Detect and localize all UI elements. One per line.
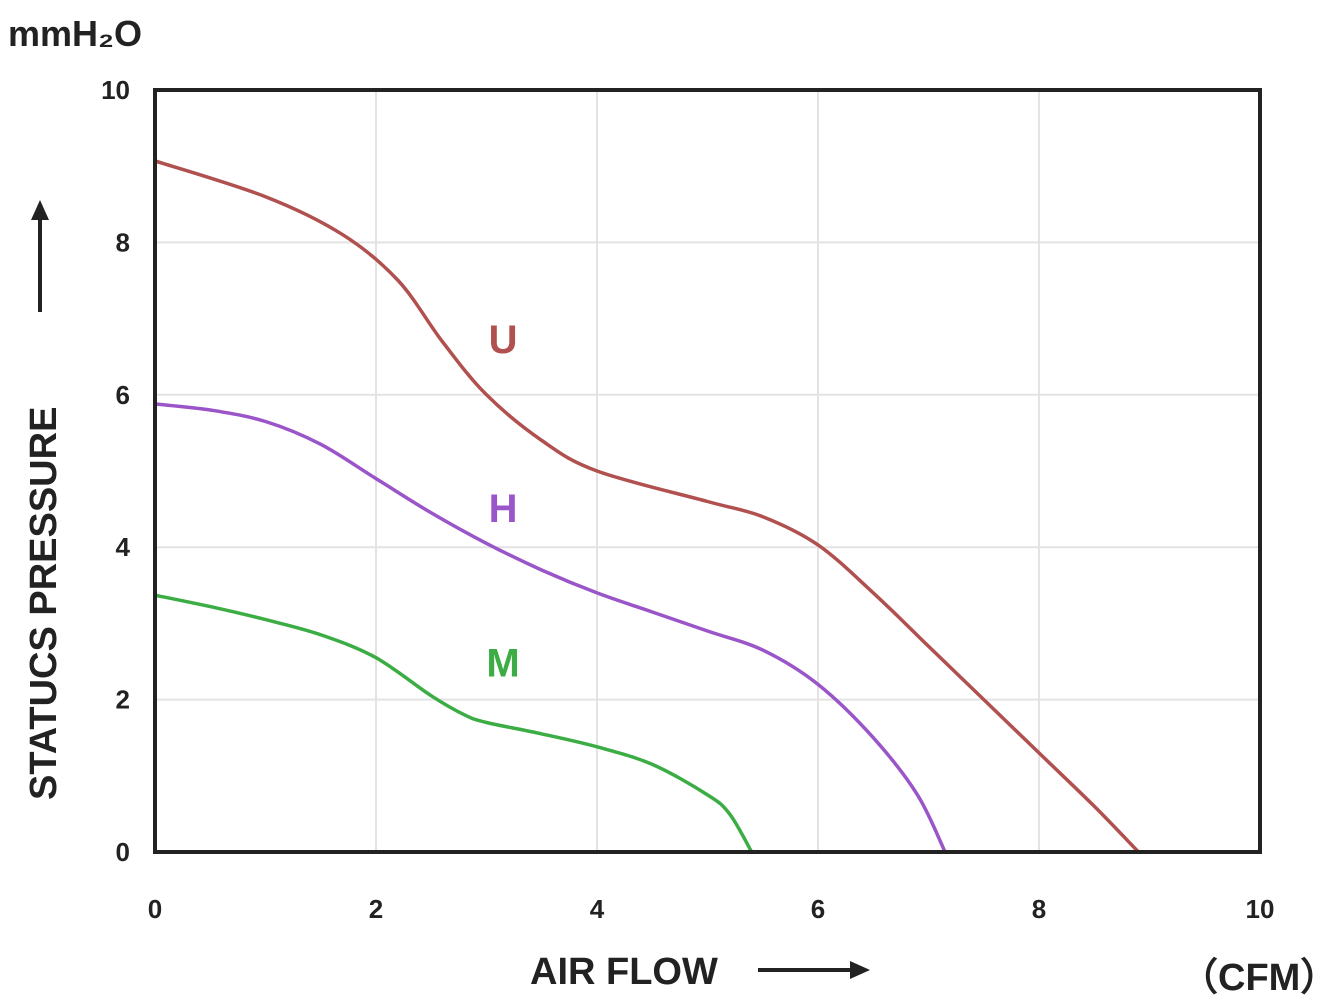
curves [153, 159, 1141, 854]
y-tick-label: 2 [116, 685, 130, 715]
plot-frame [153, 88, 1262, 854]
x-unit-label: （CFM） [1180, 957, 1338, 999]
y-unit-label: mmH₂O [8, 13, 142, 54]
y-tick-label: 10 [101, 75, 130, 105]
x-tick-label: 6 [811, 894, 825, 924]
series-labels: U H M [486, 318, 519, 686]
x-tick-label: 0 [148, 894, 162, 924]
y-axis-arrow [31, 200, 49, 312]
y-tick-label: 8 [116, 227, 130, 257]
curve-U [153, 159, 1141, 854]
curve-H [153, 402, 947, 854]
tick-labels: 0 2 4 6 8 10 0 2 4 6 8 10 [101, 75, 1274, 924]
y-tick-label: 0 [116, 837, 130, 867]
grid-lines [155, 90, 1260, 852]
x-axis-title: AIR FLOW [530, 951, 718, 993]
series-label-M: M [486, 642, 519, 686]
series-label-H: H [489, 487, 518, 531]
x-tick-label: 8 [1032, 894, 1046, 924]
series-label-U: U [489, 318, 518, 362]
y-tick-label: 4 [116, 532, 131, 562]
curve-M [153, 593, 754, 854]
y-axis-title: STATUCS PRESSURE [23, 407, 65, 800]
x-tick-label: 10 [1246, 894, 1275, 924]
x-tick-label: 4 [590, 894, 605, 924]
y-tick-label: 6 [116, 380, 130, 410]
x-tick-label: 2 [369, 894, 383, 924]
x-axis-arrow [758, 961, 870, 979]
